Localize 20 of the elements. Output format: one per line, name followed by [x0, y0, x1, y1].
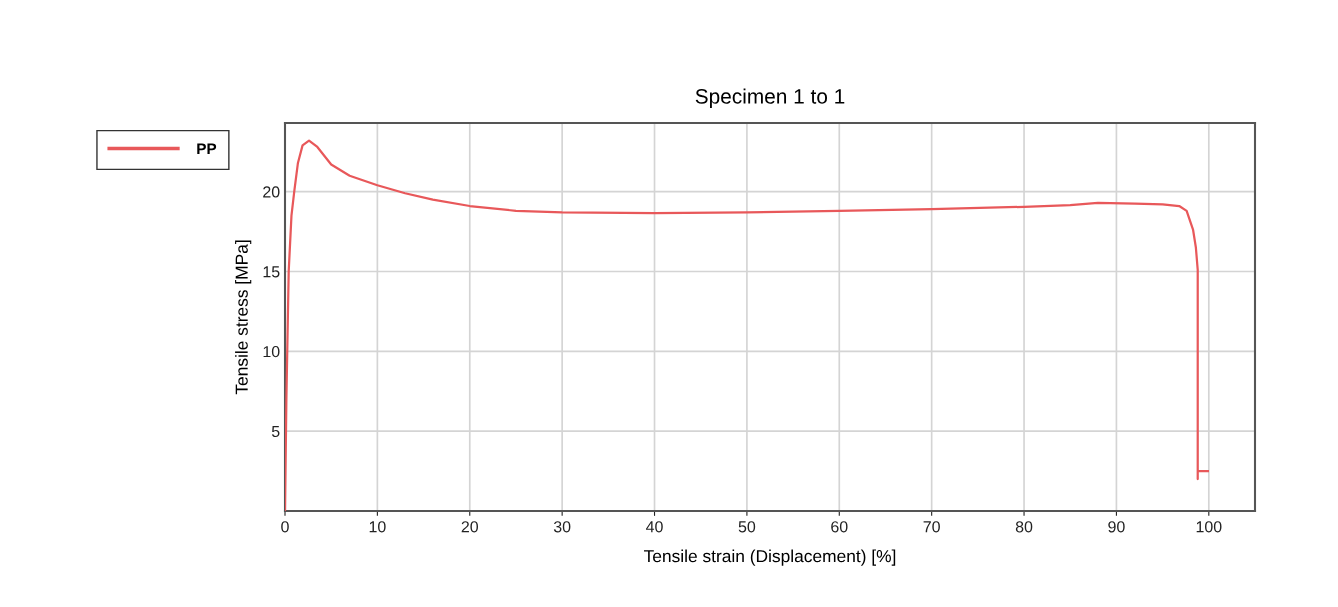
- x-tick-label: 60: [831, 521, 848, 533]
- chart-title: Specimen 1 to 1: [695, 88, 845, 108]
- x-tick-label: 40: [646, 521, 663, 533]
- y-axis-title: Tensile stress [MPa]: [235, 240, 252, 395]
- y-tick-label: 15: [263, 266, 280, 278]
- x-tick-label: 0: [281, 521, 289, 533]
- line-series: [285, 139, 1209, 511]
- x-tick-label: 100: [1196, 521, 1222, 533]
- legend-label: PP: [197, 143, 217, 154]
- x-tick-label: 30: [553, 521, 571, 533]
- y-tick-label: 20: [263, 186, 280, 198]
- x-tick-label: 70: [923, 521, 940, 533]
- x-tick-label: 80: [1015, 521, 1033, 533]
- x-tick-label: 50: [738, 521, 756, 533]
- y-tick-label: 10: [263, 345, 280, 358]
- y-tick-label: 5: [271, 425, 280, 438]
- x-tick-label: 10: [369, 521, 386, 533]
- x-tick-label: 90: [1108, 521, 1125, 533]
- x-tick-label: 20: [461, 521, 479, 533]
- x-axis-title: Tensile strain (Displacement) [%]: [644, 549, 896, 566]
